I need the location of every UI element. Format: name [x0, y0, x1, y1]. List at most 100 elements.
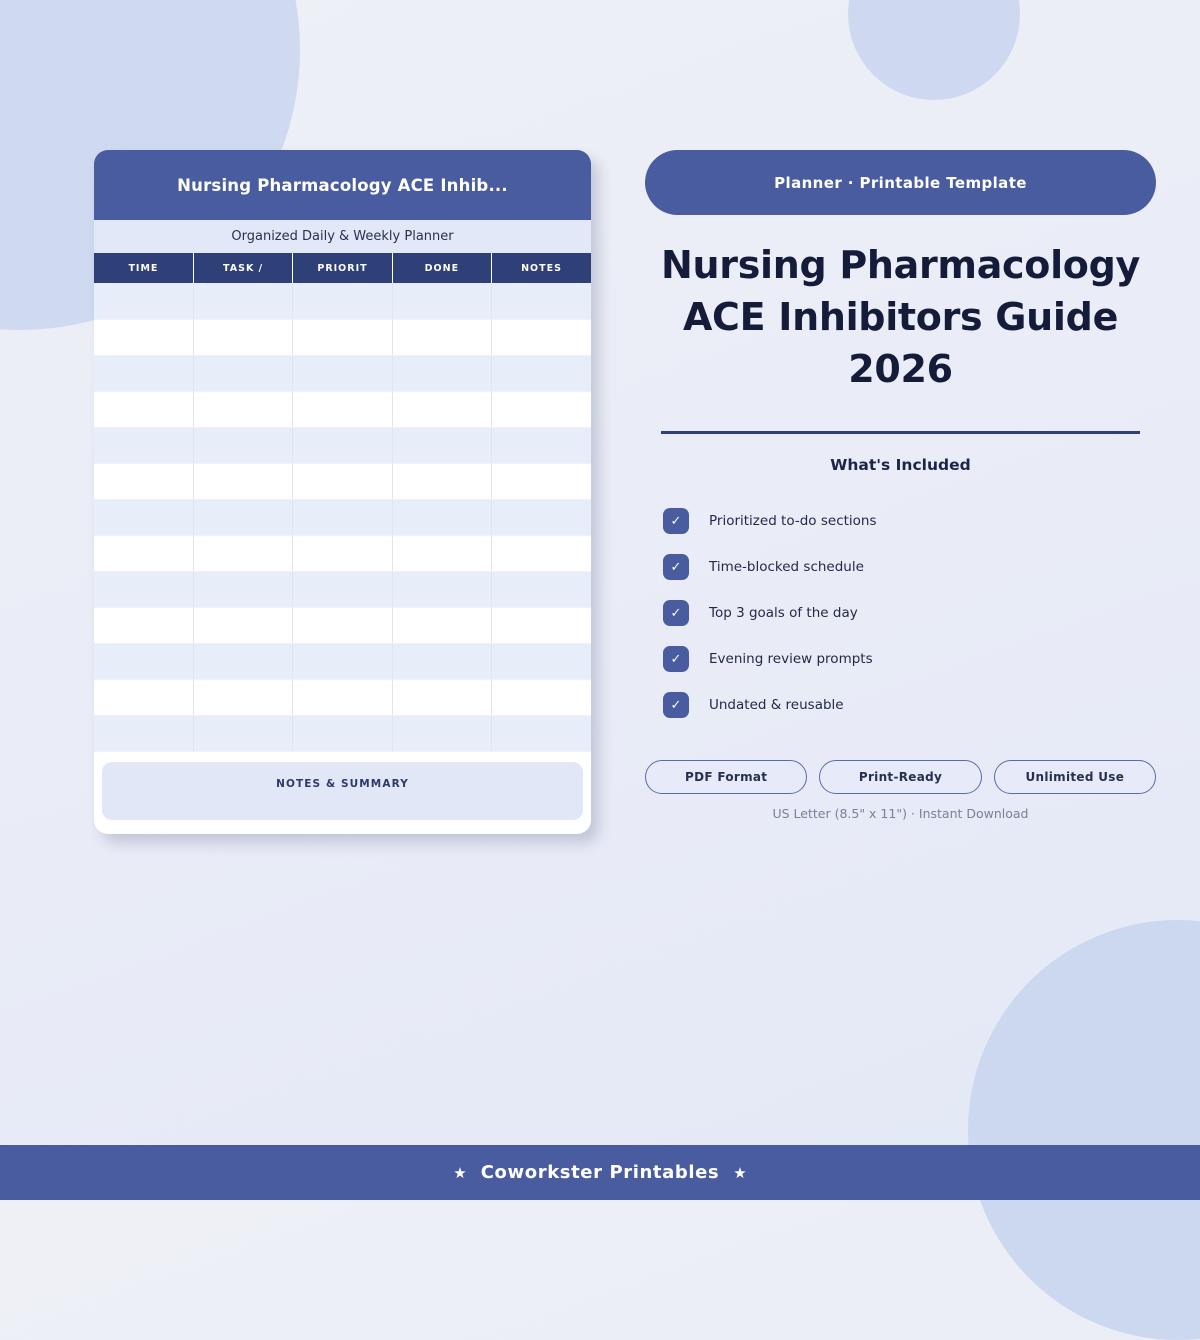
table-cell[interactable] — [491, 463, 591, 500]
table-cell[interactable] — [94, 715, 194, 752]
table-cell[interactable] — [292, 319, 393, 356]
table-cell[interactable] — [491, 499, 591, 536]
table-row[interactable] — [94, 571, 591, 608]
table-row[interactable] — [94, 535, 591, 572]
table-cell[interactable] — [193, 427, 294, 464]
table-cell[interactable] — [292, 355, 393, 392]
feature-item: ✓ Evening review prompts — [663, 636, 1156, 682]
table-cell[interactable] — [193, 355, 294, 392]
feature-item: ✓ Undated & reusable — [663, 682, 1156, 728]
check-icon: ✓ — [663, 554, 689, 580]
feature-label: Evening review prompts — [709, 651, 873, 667]
table-cell[interactable] — [292, 463, 393, 500]
table-cell[interactable] — [94, 679, 194, 716]
table-cell[interactable] — [392, 715, 493, 752]
table-cell[interactable] — [491, 427, 591, 464]
table-cell[interactable] — [94, 355, 194, 392]
table-cell[interactable] — [94, 283, 194, 320]
table-cell[interactable] — [193, 319, 294, 356]
table-cell[interactable] — [193, 607, 294, 644]
table-cell[interactable] — [292, 679, 393, 716]
table-cell[interactable] — [94, 427, 194, 464]
table-row[interactable] — [94, 715, 591, 752]
feature-label: Prioritized to-do sections — [709, 513, 877, 529]
table-cell[interactable] — [491, 355, 591, 392]
table-cell[interactable] — [491, 535, 591, 572]
table-row[interactable] — [94, 319, 591, 356]
listing-info-panel: Planner · Printable Template Nursing Pha… — [645, 150, 1156, 821]
table-cell[interactable] — [392, 391, 493, 428]
table-cell[interactable] — [193, 679, 294, 716]
table-cell[interactable] — [392, 679, 493, 716]
table-row[interactable] — [94, 679, 591, 716]
table-cell[interactable] — [292, 607, 393, 644]
table-row[interactable] — [94, 427, 591, 464]
table-cell[interactable] — [392, 355, 493, 392]
table-cell[interactable] — [392, 535, 493, 572]
table-cell[interactable] — [94, 535, 194, 572]
listing-title: Nursing Pharmacology ACE Inhibitors Guid… — [661, 243, 1140, 391]
table-cell[interactable] — [292, 571, 393, 608]
planner-preview[interactable]: Nursing Pharmacology ACE Inhib... Organi… — [94, 150, 591, 834]
brand-name: Coworkster Printables — [480, 1162, 720, 1183]
table-cell[interactable] — [392, 283, 493, 320]
table-cell[interactable] — [292, 391, 393, 428]
table-cell[interactable] — [491, 319, 591, 356]
document-subtitle-band: Organized Daily & Weekly Planner — [94, 220, 591, 253]
table-cell[interactable] — [392, 427, 493, 464]
planner-table-head: TIME TASK / PRIORIT DONE NOTES — [94, 253, 591, 283]
table-row[interactable] — [94, 463, 591, 500]
table-cell[interactable] — [292, 535, 393, 572]
table-cell[interactable] — [94, 391, 194, 428]
table-cell[interactable] — [392, 643, 493, 680]
table-cell[interactable] — [94, 607, 194, 644]
table-cell[interactable] — [392, 607, 493, 644]
table-cell[interactable] — [292, 643, 393, 680]
table-cell[interactable] — [193, 571, 294, 608]
table-cell[interactable] — [491, 571, 591, 608]
table-cell[interactable] — [491, 679, 591, 716]
format-pill[interactable]: Unlimited Use — [993, 760, 1156, 794]
feature-label: Undated & reusable — [709, 697, 844, 713]
table-cell[interactable] — [94, 499, 194, 536]
notes-summary-box: NOTES & SUMMARY — [102, 761, 583, 820]
table-row[interactable] — [94, 607, 591, 644]
column-header-priority: PRIORIT — [292, 253, 393, 283]
table-row[interactable] — [94, 499, 591, 536]
table-cell[interactable] — [392, 571, 493, 608]
table-cell[interactable] — [94, 571, 194, 608]
table-cell[interactable] — [292, 283, 393, 320]
table-cell[interactable] — [392, 463, 493, 500]
format-pill-row: PDF Format Print-Ready Unlimited Use — [645, 760, 1156, 794]
table-cell[interactable] — [193, 463, 294, 500]
table-cell[interactable] — [193, 499, 294, 536]
table-row[interactable] — [94, 391, 591, 428]
table-cell[interactable] — [392, 499, 493, 536]
table-row[interactable] — [94, 283, 591, 320]
feature-label: Time-blocked schedule — [709, 559, 864, 575]
format-pill[interactable]: Print-Ready — [819, 760, 982, 794]
table-cell[interactable] — [292, 715, 393, 752]
column-header-time: TIME — [94, 253, 194, 283]
table-cell[interactable] — [491, 283, 591, 320]
table-cell[interactable] — [94, 463, 194, 500]
table-cell[interactable] — [193, 715, 294, 752]
table-cell[interactable] — [193, 283, 294, 320]
table-cell[interactable] — [292, 499, 393, 536]
table-row[interactable] — [94, 643, 591, 680]
table-cell[interactable] — [491, 715, 591, 752]
table-cell[interactable] — [94, 643, 194, 680]
planner-header-row: TIME TASK / PRIORIT DONE NOTES — [94, 253, 591, 283]
planner-table: TIME TASK / PRIORIT DONE NOTES — [94, 253, 591, 752]
table-cell[interactable] — [491, 607, 591, 644]
table-cell[interactable] — [94, 319, 194, 356]
table-cell[interactable] — [392, 319, 493, 356]
table-row[interactable] — [94, 355, 591, 392]
table-cell[interactable] — [193, 643, 294, 680]
table-cell[interactable] — [491, 391, 591, 428]
format-pill[interactable]: PDF Format — [645, 760, 808, 794]
table-cell[interactable] — [193, 535, 294, 572]
table-cell[interactable] — [292, 427, 393, 464]
table-cell[interactable] — [193, 391, 294, 428]
table-cell[interactable] — [491, 643, 591, 680]
